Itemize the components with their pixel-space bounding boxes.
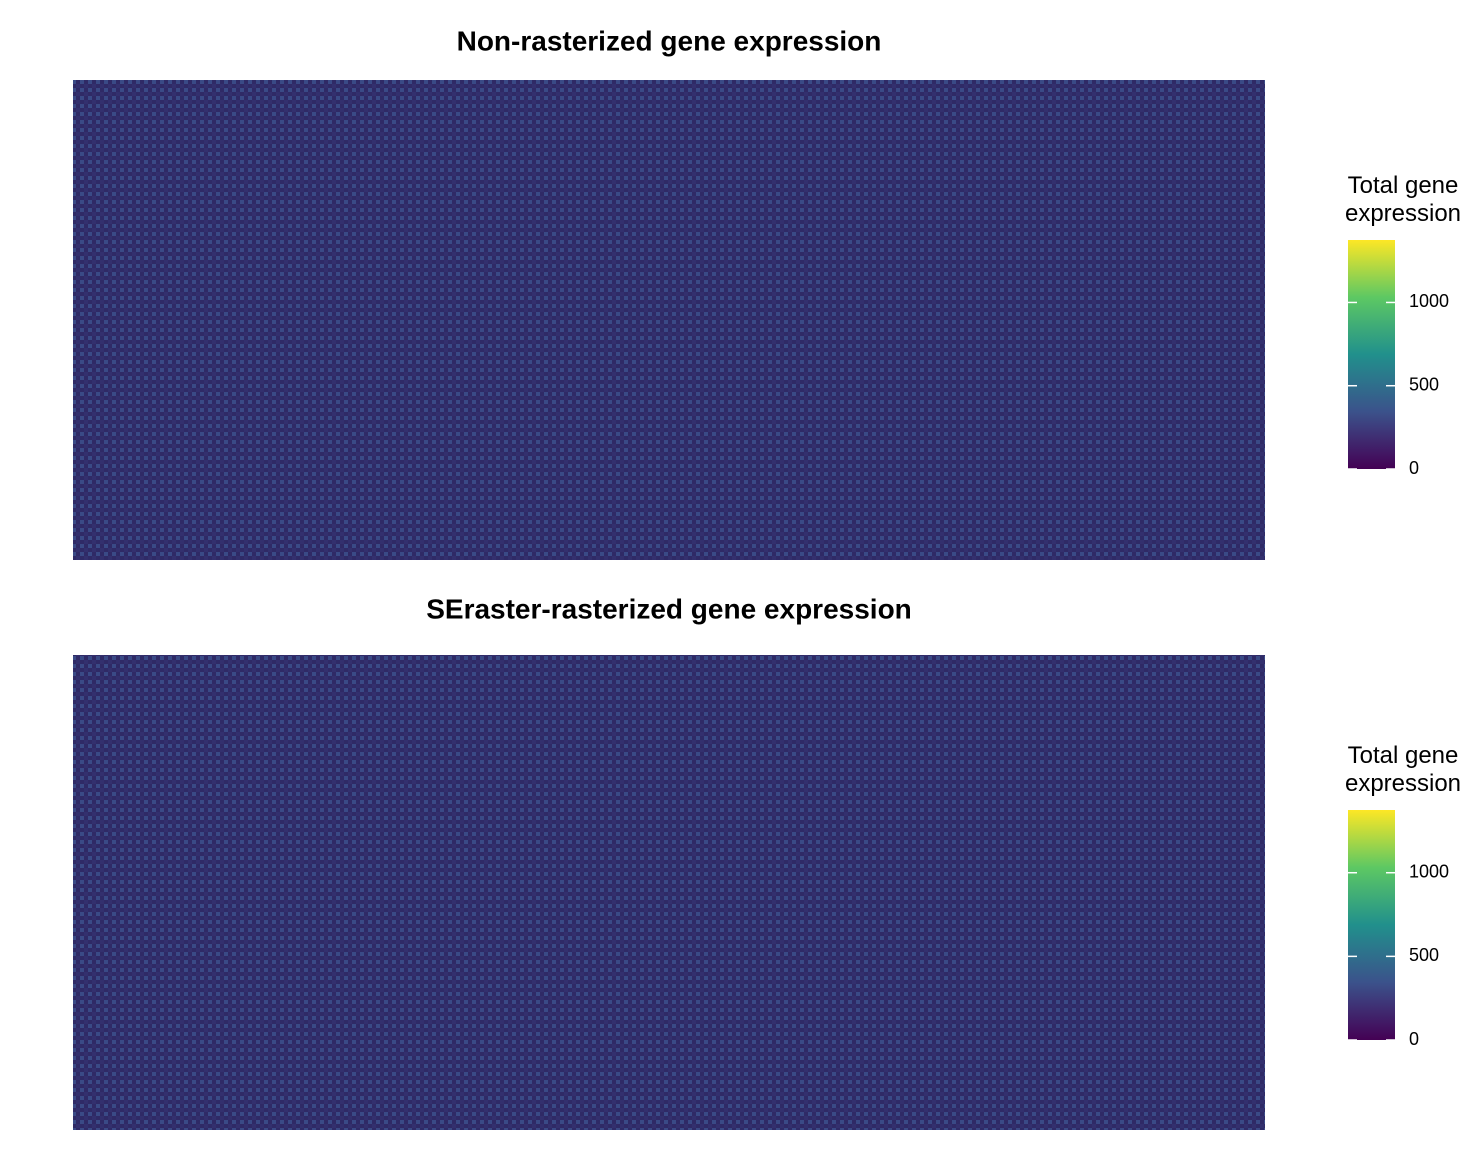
colorbar-tick-label: 500 xyxy=(1409,945,1439,965)
colorbar xyxy=(1348,810,1395,1040)
colorbar-tick-label: 0 xyxy=(1409,458,1419,478)
colorbar-tick-label: 1000 xyxy=(1409,861,1449,881)
chart-title: SEraster-rasterized gene expression xyxy=(426,593,912,624)
chart-title: Non-rasterized gene expression xyxy=(457,25,882,56)
colorbar-tick-label: 500 xyxy=(1409,374,1439,394)
tissue-panel xyxy=(73,80,1265,560)
colorbar xyxy=(1348,240,1395,469)
colorbar-tick-label: 0 xyxy=(1409,1029,1419,1049)
tissue-panel xyxy=(73,655,1265,1130)
colorbar-tick-label: 1000 xyxy=(1409,291,1449,311)
legend-title: Total gene expression xyxy=(1344,172,1462,227)
legend-title: Total gene expression xyxy=(1344,742,1462,797)
